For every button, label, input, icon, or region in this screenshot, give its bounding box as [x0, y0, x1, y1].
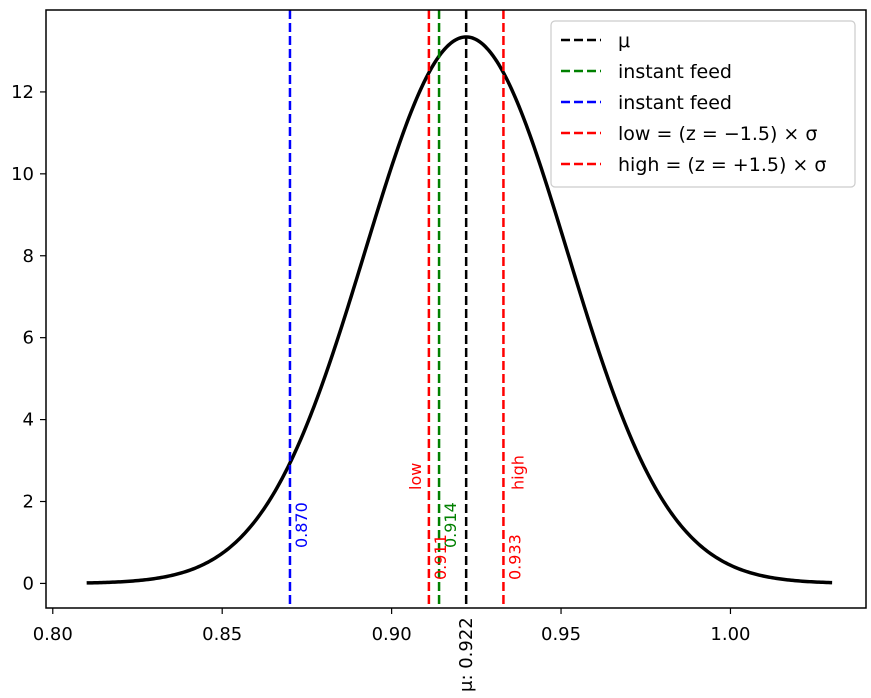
- axes: 0.80 0.85 0.90 0.95 1.00 0 2 4 6 8 10 12 μ: 0.922: [11, 9, 867, 692]
- vline-value-label-instant-feed-green: 0.914: [441, 502, 460, 548]
- mu-axis-label: μ: 0.922: [456, 617, 477, 692]
- y-tick-label: 2: [23, 492, 34, 513]
- x-tick-label: 0.80: [33, 624, 73, 645]
- legend: μ instant feed instant feed low = (z = −1.5…: [550, 20, 856, 188]
- axes-frame: [45, 9, 867, 609]
- legend-box: [550, 20, 856, 188]
- y-tick-label: 6: [23, 328, 34, 349]
- legend-entry-label: μ: [618, 30, 630, 52]
- legend-entry-label: instant feed: [618, 92, 732, 114]
- y-tick-label: 0: [23, 573, 34, 594]
- legend-entry-label: low = (z = −1.5) × σ: [618, 123, 817, 145]
- vline-value-label-low: 0.911: [431, 534, 450, 580]
- x-tick-label: 1.00: [710, 624, 750, 645]
- x-tick-label: 0.90: [372, 624, 412, 645]
- density-curve: [86, 35, 833, 585]
- x-tick-label: 0.85: [202, 624, 242, 645]
- y-tick-label: 10: [11, 164, 34, 185]
- y-tick-label: 12: [11, 82, 34, 103]
- plot-area: 0.914 0.870 0.911 low 0.933 high: [86, 10, 833, 608]
- vline-value-label-instant-feed-blue: 0.870: [292, 502, 311, 548]
- y-tick-label: 8: [23, 246, 34, 267]
- legend-entry-label: high = (z = +1.5) × σ: [618, 154, 826, 176]
- vline-value-label-high: 0.933: [505, 534, 524, 580]
- vline-tag-label-high: high: [508, 455, 527, 490]
- vline-tag-label-low: low: [406, 463, 425, 490]
- legend-entry-label: instant feed: [618, 61, 732, 83]
- x-tick-label: 0.95: [541, 624, 581, 645]
- y-tick-label: 4: [23, 410, 34, 431]
